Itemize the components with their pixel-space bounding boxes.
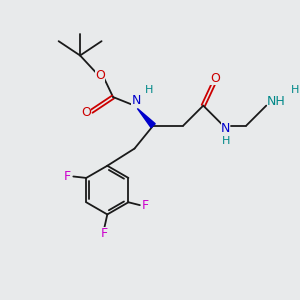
Polygon shape [137, 109, 155, 128]
Text: N: N [221, 122, 230, 135]
Text: O: O [210, 72, 220, 85]
Text: F: F [64, 170, 71, 183]
Text: O: O [81, 106, 91, 119]
Text: F: F [142, 199, 149, 212]
Text: N: N [131, 94, 141, 107]
Text: NH: NH [267, 95, 286, 108]
Text: F: F [101, 226, 108, 240]
Text: H: H [145, 85, 153, 95]
Text: H: H [221, 136, 230, 146]
Text: H: H [291, 85, 299, 95]
Text: O: O [95, 69, 105, 82]
